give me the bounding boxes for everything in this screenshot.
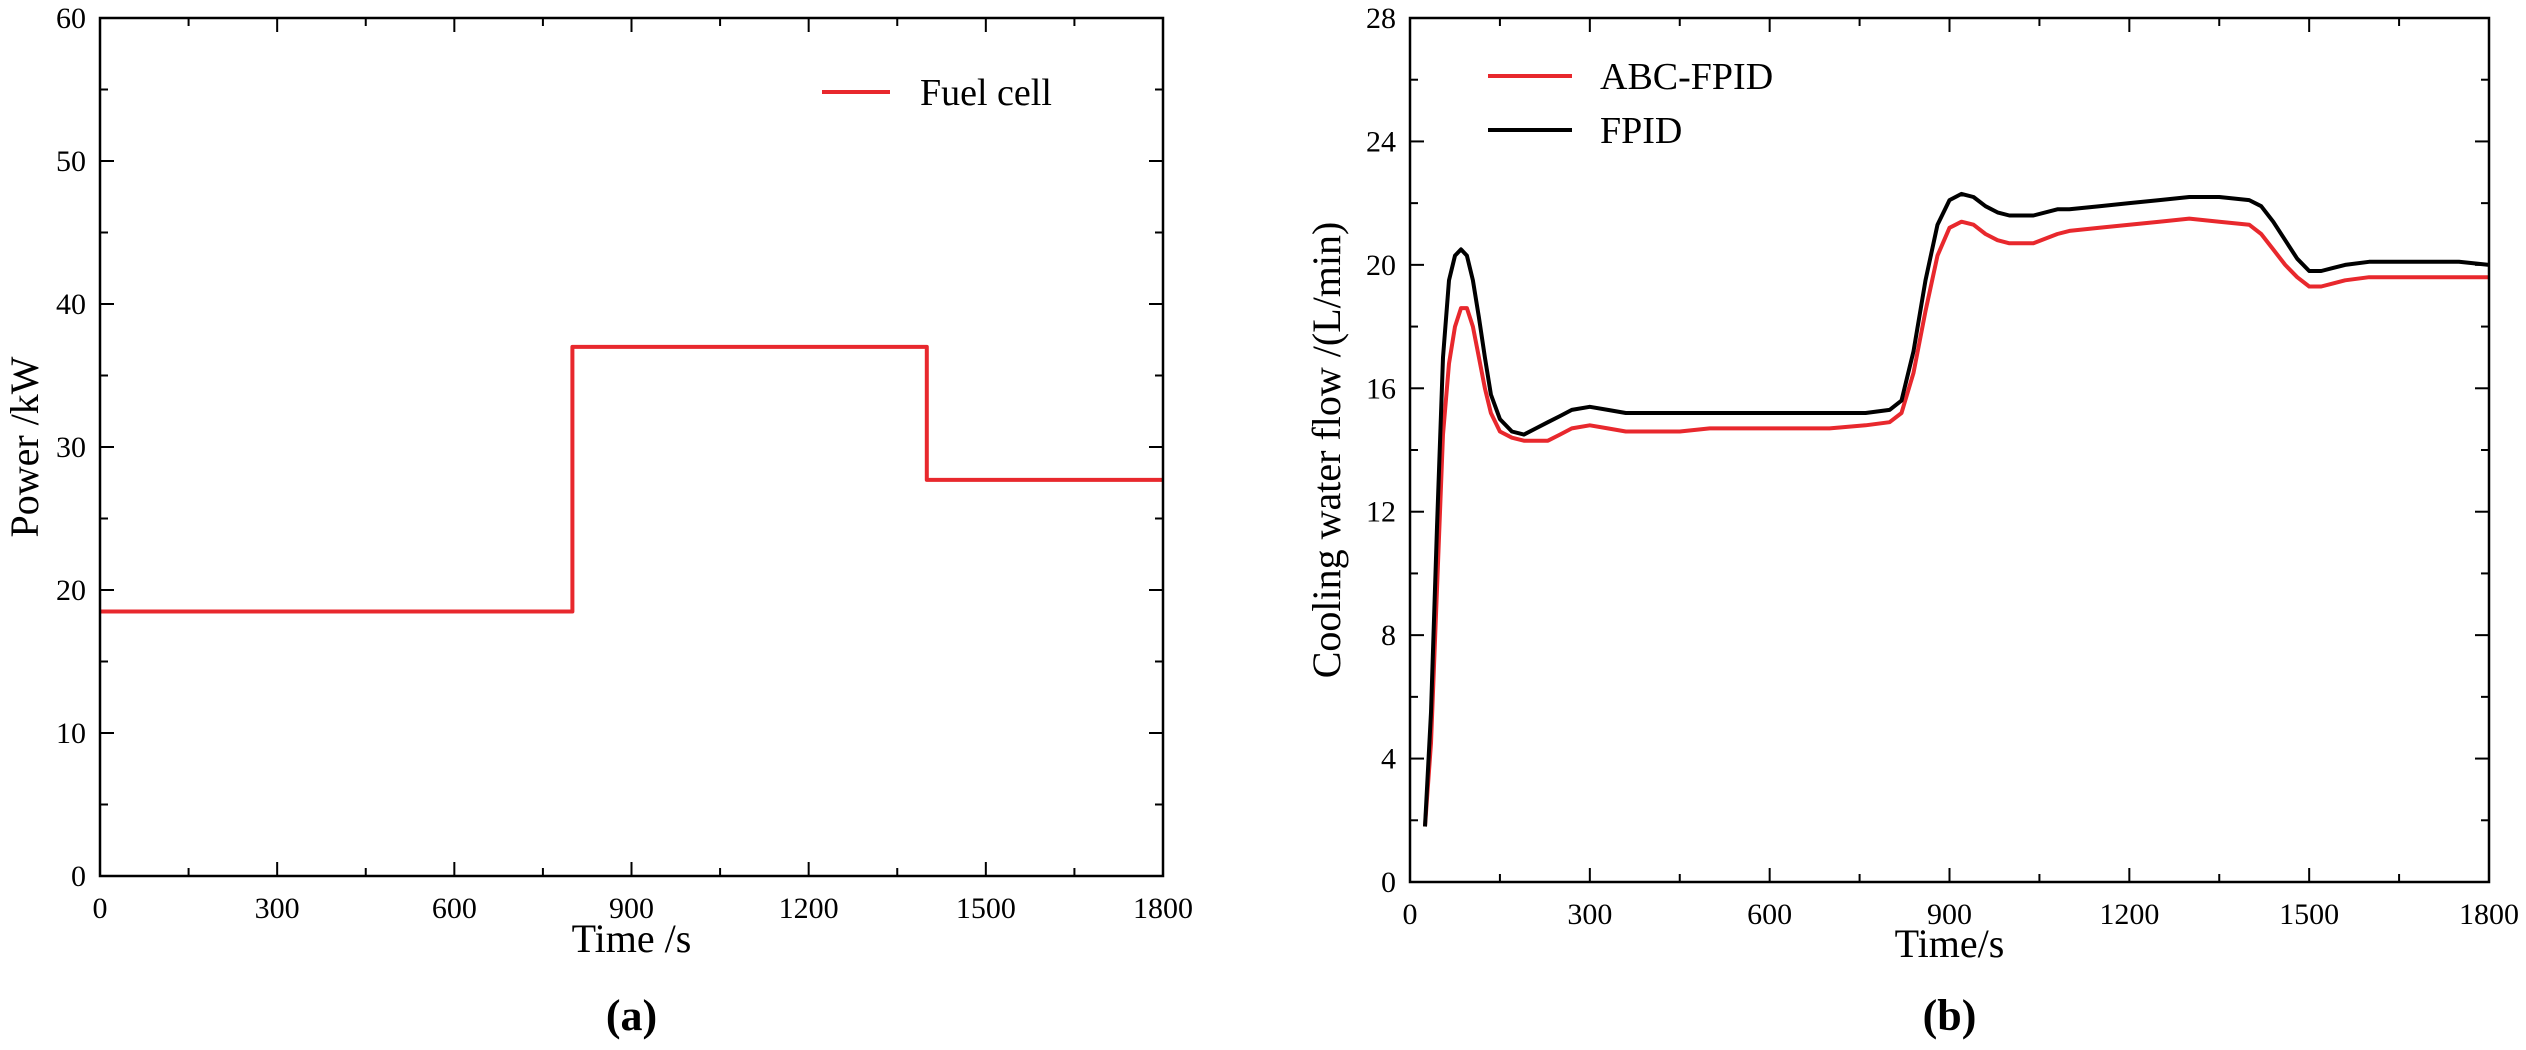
- y-tick-label: 24: [1366, 125, 1396, 158]
- series-line-fuel-cell: [100, 344, 1163, 614]
- legend-label: FPID: [1600, 110, 1682, 152]
- x-tick-label: 1800: [1133, 892, 1193, 925]
- y-tick-label: 16: [1366, 372, 1396, 405]
- panel-label: (b): [1923, 991, 1977, 1040]
- y-tick-label: 28: [1366, 2, 1396, 35]
- x-tick-label: 300: [255, 892, 300, 925]
- x-tick-label: 1200: [779, 892, 839, 925]
- y-tick-label: 60: [56, 2, 86, 35]
- y-tick-label: 20: [56, 574, 86, 607]
- chart-a: 0 300 600 900 1200 1500 1800 0 10 20 30 40 50 60 Fuel …: [2, 2, 1193, 1040]
- x-tick-label: 1800: [2459, 898, 2519, 931]
- y-tick-label: 40: [56, 288, 86, 321]
- y-axis-label: Power /kW: [2, 356, 47, 537]
- y-tick-label: 0: [1381, 866, 1396, 899]
- x-tick-label: 0: [1403, 898, 1418, 931]
- x-tick-label: 1500: [956, 892, 1016, 925]
- y-tick-label: 10: [56, 717, 86, 750]
- x-axis-label: Time /s: [572, 916, 692, 961]
- x-tick-label: 1200: [2099, 898, 2159, 931]
- x-tick-label: 600: [1747, 898, 1792, 931]
- x-tick-label: 1500: [2279, 898, 2339, 931]
- x-tick-label: 900: [609, 892, 654, 925]
- y-tick-label: 20: [1366, 249, 1396, 282]
- y-tick-label: 0: [71, 860, 86, 893]
- plot-frame: [98, 16, 1165, 878]
- plot-frame: [1408, 16, 2491, 884]
- y-tick-label: 4: [1381, 743, 1396, 776]
- legend-label: Fuel cell: [920, 72, 1052, 114]
- series-line-abc-fpid: [1423, 216, 2489, 827]
- x-axis-label: Time/s: [1895, 921, 2005, 966]
- y-axis-label: Cooling water flow /(L/min): [1304, 222, 1349, 679]
- panel-label: (a): [606, 991, 657, 1040]
- chart-b: 0 300 600 900 1200 1500 1800 0 4 8 12 16 20 24 28 ABC-F…: [1304, 2, 2519, 1040]
- y-tick-label: 8: [1381, 619, 1396, 652]
- legend-label: ABC-FPID: [1600, 56, 1773, 98]
- y-tick-label: 12: [1366, 496, 1396, 529]
- x-tick-label: 900: [1927, 898, 1972, 931]
- series-line-fpid: [1423, 191, 2489, 827]
- x-tick-label: 300: [1567, 898, 1612, 931]
- y-tick-label: 50: [56, 145, 86, 178]
- x-tick-label: 0: [93, 892, 108, 925]
- y-tick-label: 30: [56, 431, 86, 464]
- x-tick-label: 600: [432, 892, 477, 925]
